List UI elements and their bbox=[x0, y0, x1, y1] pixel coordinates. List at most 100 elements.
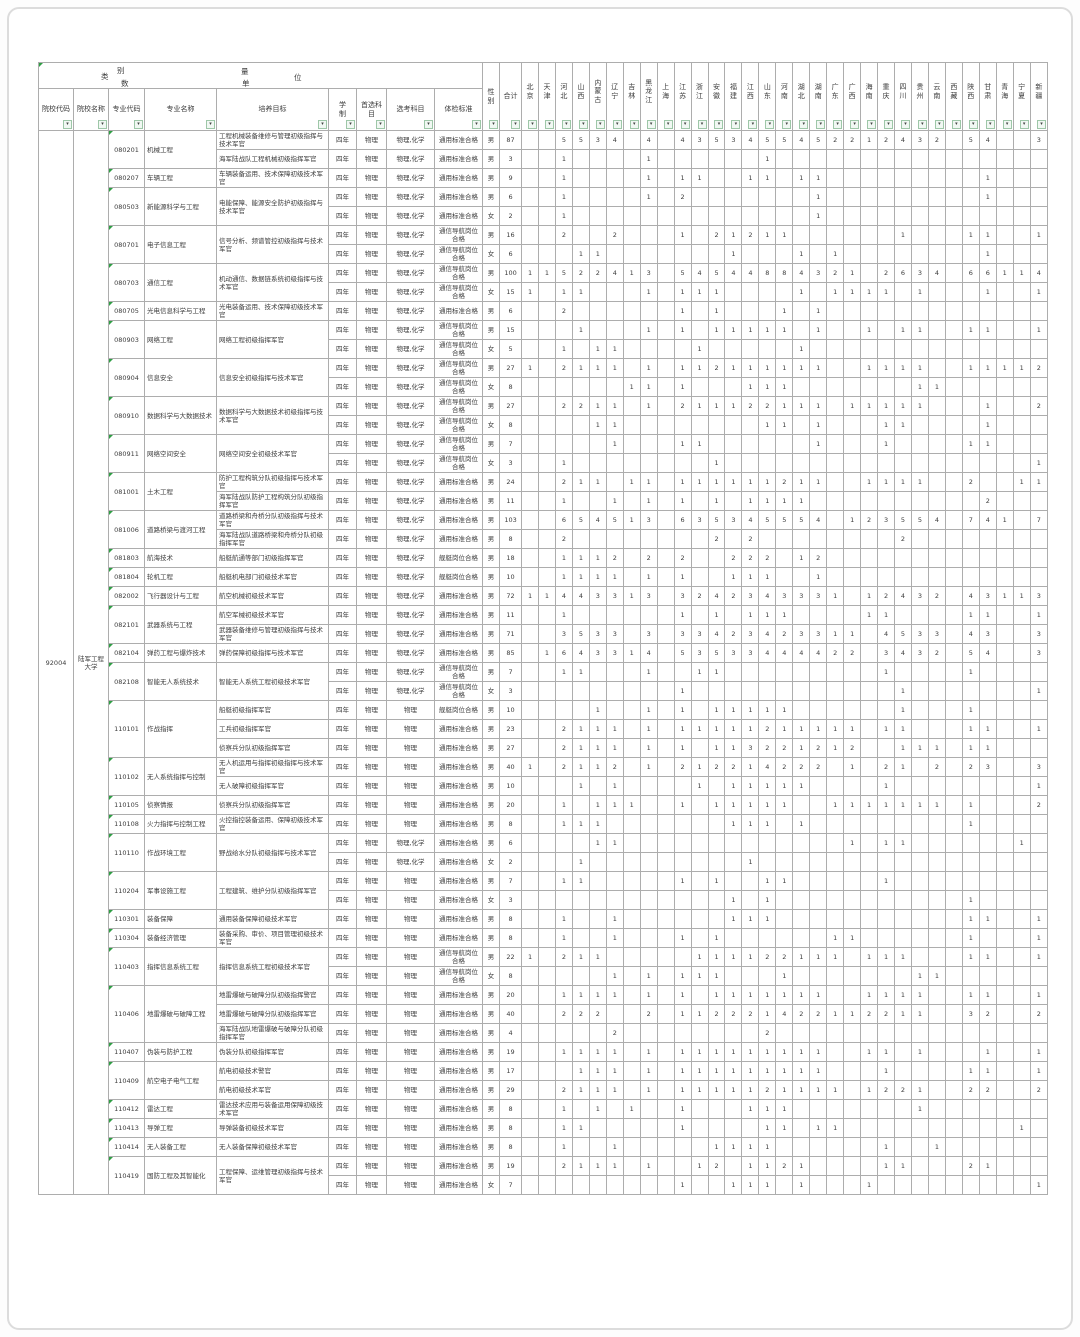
quota-cell bbox=[724, 415, 743, 435]
quota-cell bbox=[622, 1061, 641, 1081]
health-standard-cell: 通信导航岗位合格 bbox=[433, 966, 484, 986]
filter-dropdown-icon[interactable]: ▾ bbox=[833, 120, 843, 129]
quota-cell bbox=[690, 795, 709, 815]
quota-cell: 1 bbox=[639, 738, 658, 758]
quota-cell: 5 bbox=[571, 130, 590, 150]
training-target-cell: 导弹装备初级技术军官 bbox=[216, 1118, 329, 1138]
filter-dropdown-icon[interactable]: ▾ bbox=[850, 120, 860, 129]
training-target-cell: 海军陆战队工程机械初级指挥军官 bbox=[216, 149, 329, 169]
filter-dropdown-icon[interactable]: ▾ bbox=[318, 120, 327, 129]
filter-dropdown-icon[interactable]: ▾ bbox=[612, 120, 622, 129]
province-label: 四 川 bbox=[899, 83, 907, 100]
filter-dropdown-icon[interactable]: ▾ bbox=[934, 120, 944, 129]
quota-cell: 2 bbox=[588, 263, 607, 283]
quota-cell bbox=[1012, 947, 1031, 967]
quota-cell bbox=[1012, 149, 1031, 169]
filter-dropdown-icon[interactable]: ▾ bbox=[511, 120, 521, 129]
quota-cell bbox=[944, 776, 963, 796]
filter-dropdown-icon[interactable]: ▾ bbox=[680, 120, 690, 129]
quota-cell bbox=[1029, 548, 1049, 568]
total-cell: 103 bbox=[499, 510, 523, 530]
major-name-cell: 通信工程 bbox=[144, 263, 217, 302]
years-cell: 四年 bbox=[328, 149, 357, 169]
filter-dropdown-icon[interactable]: ▾ bbox=[63, 120, 72, 129]
major-name-cell: 装备经济管理 bbox=[144, 928, 217, 948]
quota-cell: 2 bbox=[724, 1004, 743, 1024]
filter-dropdown-icon[interactable]: ▾ bbox=[346, 120, 355, 129]
quota-cell: 2 bbox=[571, 396, 590, 416]
filter-dropdown-icon[interactable]: ▾ bbox=[968, 120, 978, 129]
quota-cell bbox=[826, 814, 845, 834]
quota-cell: 1 bbox=[961, 909, 980, 929]
filter-dropdown-icon[interactable]: ▾ bbox=[765, 120, 775, 129]
filter-dropdown-icon[interactable]: ▾ bbox=[528, 120, 537, 129]
filter-dropdown-icon[interactable]: ▾ bbox=[1019, 120, 1029, 129]
filter-dropdown-icon[interactable]: ▾ bbox=[731, 120, 741, 129]
quota-cell bbox=[961, 1042, 980, 1062]
quota-cell bbox=[826, 225, 845, 245]
filter-dropdown-icon[interactable]: ▾ bbox=[748, 120, 758, 129]
filter-dropdown-icon[interactable]: ▾ bbox=[951, 120, 961, 129]
quota-cell: 1 bbox=[724, 890, 743, 910]
plan-row: 四年 物理 物理 通信导航岗位合格女 8 1 1 1 1 1 1 1 1 bbox=[39, 966, 1049, 986]
quota-cell: 1 bbox=[860, 396, 879, 416]
quota-cell bbox=[605, 814, 624, 834]
filter-dropdown-icon[interactable]: ▾ bbox=[985, 120, 995, 129]
training-target-cell: 航电初级技术军官 bbox=[216, 1080, 329, 1100]
filter-dropdown-icon[interactable]: ▾ bbox=[629, 120, 639, 129]
gender-cell: 男 bbox=[482, 1023, 501, 1043]
training-target-cell: 海军陆战队防护工程构筑分队初级指挥军官 bbox=[216, 491, 329, 511]
filter-dropdown-icon[interactable]: ▾ bbox=[206, 120, 215, 129]
plan-row: 110110 作战环境工程 野战给水分队初级指挥与技术军官 四年 物理 物理,化学 通用标准… bbox=[39, 833, 1049, 872]
filter-dropdown-icon[interactable]: ▾ bbox=[376, 120, 385, 129]
quota-cell: 1 bbox=[758, 149, 777, 169]
quota-cell bbox=[860, 681, 879, 701]
filter-dropdown-icon[interactable]: ▾ bbox=[799, 120, 809, 129]
quota-cell bbox=[877, 852, 896, 872]
filter-dropdown-icon[interactable]: ▾ bbox=[714, 120, 724, 129]
health-standard-cell: 通用标准合格 bbox=[433, 1175, 484, 1195]
filter-dropdown-icon[interactable]: ▾ bbox=[867, 120, 877, 129]
quota-cell bbox=[741, 1118, 760, 1138]
filter-dropdown-icon[interactable]: ▾ bbox=[816, 120, 826, 129]
quota-cell: 1 bbox=[690, 757, 709, 777]
quota-cell: 1 bbox=[843, 1004, 862, 1024]
app-frame: 类别数量单位性 别 ▾ 合计 ▾ 北 京 ▾ 天 津 ▾ 河 北 ▾ 山 西 ▾ 内 蒙 古 ▾ 辽 宁 ▾ 吉… bbox=[7, 7, 1073, 1330]
filter-dropdown-icon[interactable]: ▾ bbox=[782, 120, 792, 129]
quota-cell bbox=[707, 852, 726, 872]
quota-cell bbox=[860, 206, 879, 226]
training-target-cell: 通用装备保障初级技术军官 bbox=[216, 909, 329, 929]
quota-cell bbox=[860, 928, 879, 948]
years-cell: 四年 bbox=[328, 1042, 357, 1062]
filter-dropdown-icon[interactable]: ▾ bbox=[900, 120, 910, 129]
filter-dropdown-icon[interactable]: ▾ bbox=[489, 120, 499, 129]
quota-cell bbox=[758, 833, 777, 853]
filter-dropdown-icon[interactable]: ▾ bbox=[134, 120, 143, 129]
filter-dropdown-icon[interactable]: ▾ bbox=[424, 120, 433, 129]
quota-cell bbox=[961, 529, 980, 549]
filter-dropdown-icon[interactable]: ▾ bbox=[544, 120, 554, 129]
quota-cell bbox=[843, 1080, 862, 1100]
quota-cell bbox=[656, 833, 675, 853]
quota-cell bbox=[927, 1023, 946, 1043]
quota-cell bbox=[673, 244, 692, 264]
filter-dropdown-icon[interactable]: ▾ bbox=[578, 120, 588, 129]
filter-dropdown-icon[interactable]: ▾ bbox=[595, 120, 605, 129]
quota-cell bbox=[741, 928, 760, 948]
filter-dropdown-icon[interactable]: ▾ bbox=[98, 120, 107, 129]
filter-dropdown-icon[interactable]: ▾ bbox=[1037, 120, 1046, 129]
quota-cell bbox=[843, 548, 862, 568]
plan-row: 082104 弹药工程与爆炸技术 弹药保障初级指挥与技术军官 四年 物理 物理,化学 通用标… bbox=[39, 643, 1049, 663]
filter-dropdown-icon[interactable]: ▾ bbox=[1002, 120, 1012, 129]
quota-cell bbox=[826, 510, 845, 530]
filter-dropdown-icon[interactable]: ▾ bbox=[561, 120, 571, 129]
filter-dropdown-icon[interactable]: ▾ bbox=[646, 120, 656, 129]
quota-cell: 4 bbox=[758, 643, 777, 663]
filter-dropdown-icon[interactable]: ▾ bbox=[663, 120, 673, 129]
filter-dropdown-icon[interactable]: ▾ bbox=[884, 120, 894, 129]
filter-dropdown-icon[interactable]: ▾ bbox=[697, 120, 707, 129]
filter-dropdown-icon[interactable]: ▾ bbox=[472, 120, 482, 129]
filter-dropdown-icon[interactable]: ▾ bbox=[917, 120, 927, 129]
gender-cell: 男 bbox=[482, 168, 501, 188]
quota-cell bbox=[639, 529, 658, 549]
